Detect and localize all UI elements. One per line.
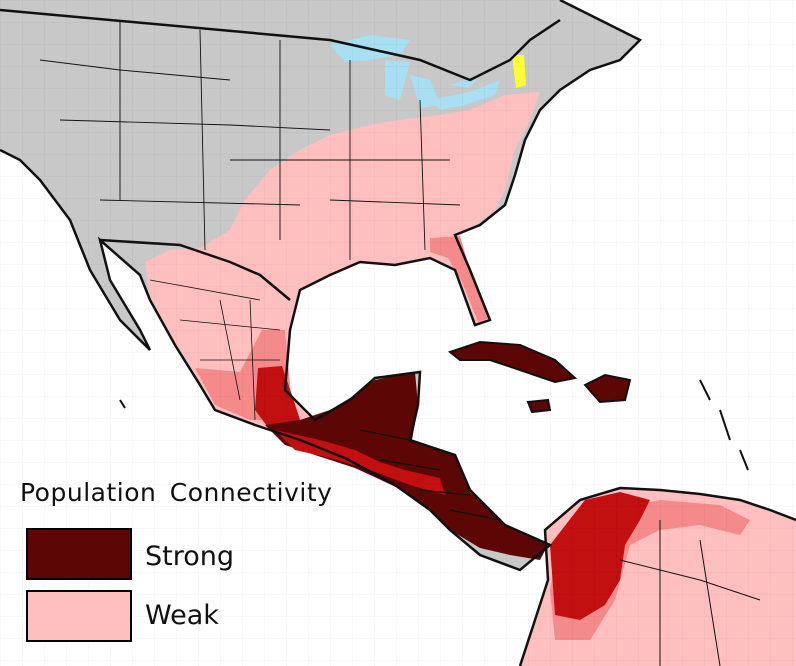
central-america-lines — [359, 429, 501, 521]
south-america-borders — [619, 520, 761, 666]
south-america-coast — [518, 486, 796, 666]
small-islands — [119, 379, 749, 471]
legend-label-strong: Strong — [145, 541, 235, 572]
legend-swatch-strong — [26, 528, 132, 580]
mexico-state-lines — [149, 279, 281, 421]
us-canada-border — [0, 8, 561, 82]
caribbean-outlines — [447, 340, 632, 414]
legend-title: Population Connectivity — [20, 478, 333, 507]
legend-swatch-weak — [26, 590, 132, 642]
state-lines — [39, 20, 461, 260]
us-mexico-border — [99, 238, 291, 301]
legend-label-weak: Weak — [145, 600, 219, 631]
coastline — [0, 0, 643, 572]
